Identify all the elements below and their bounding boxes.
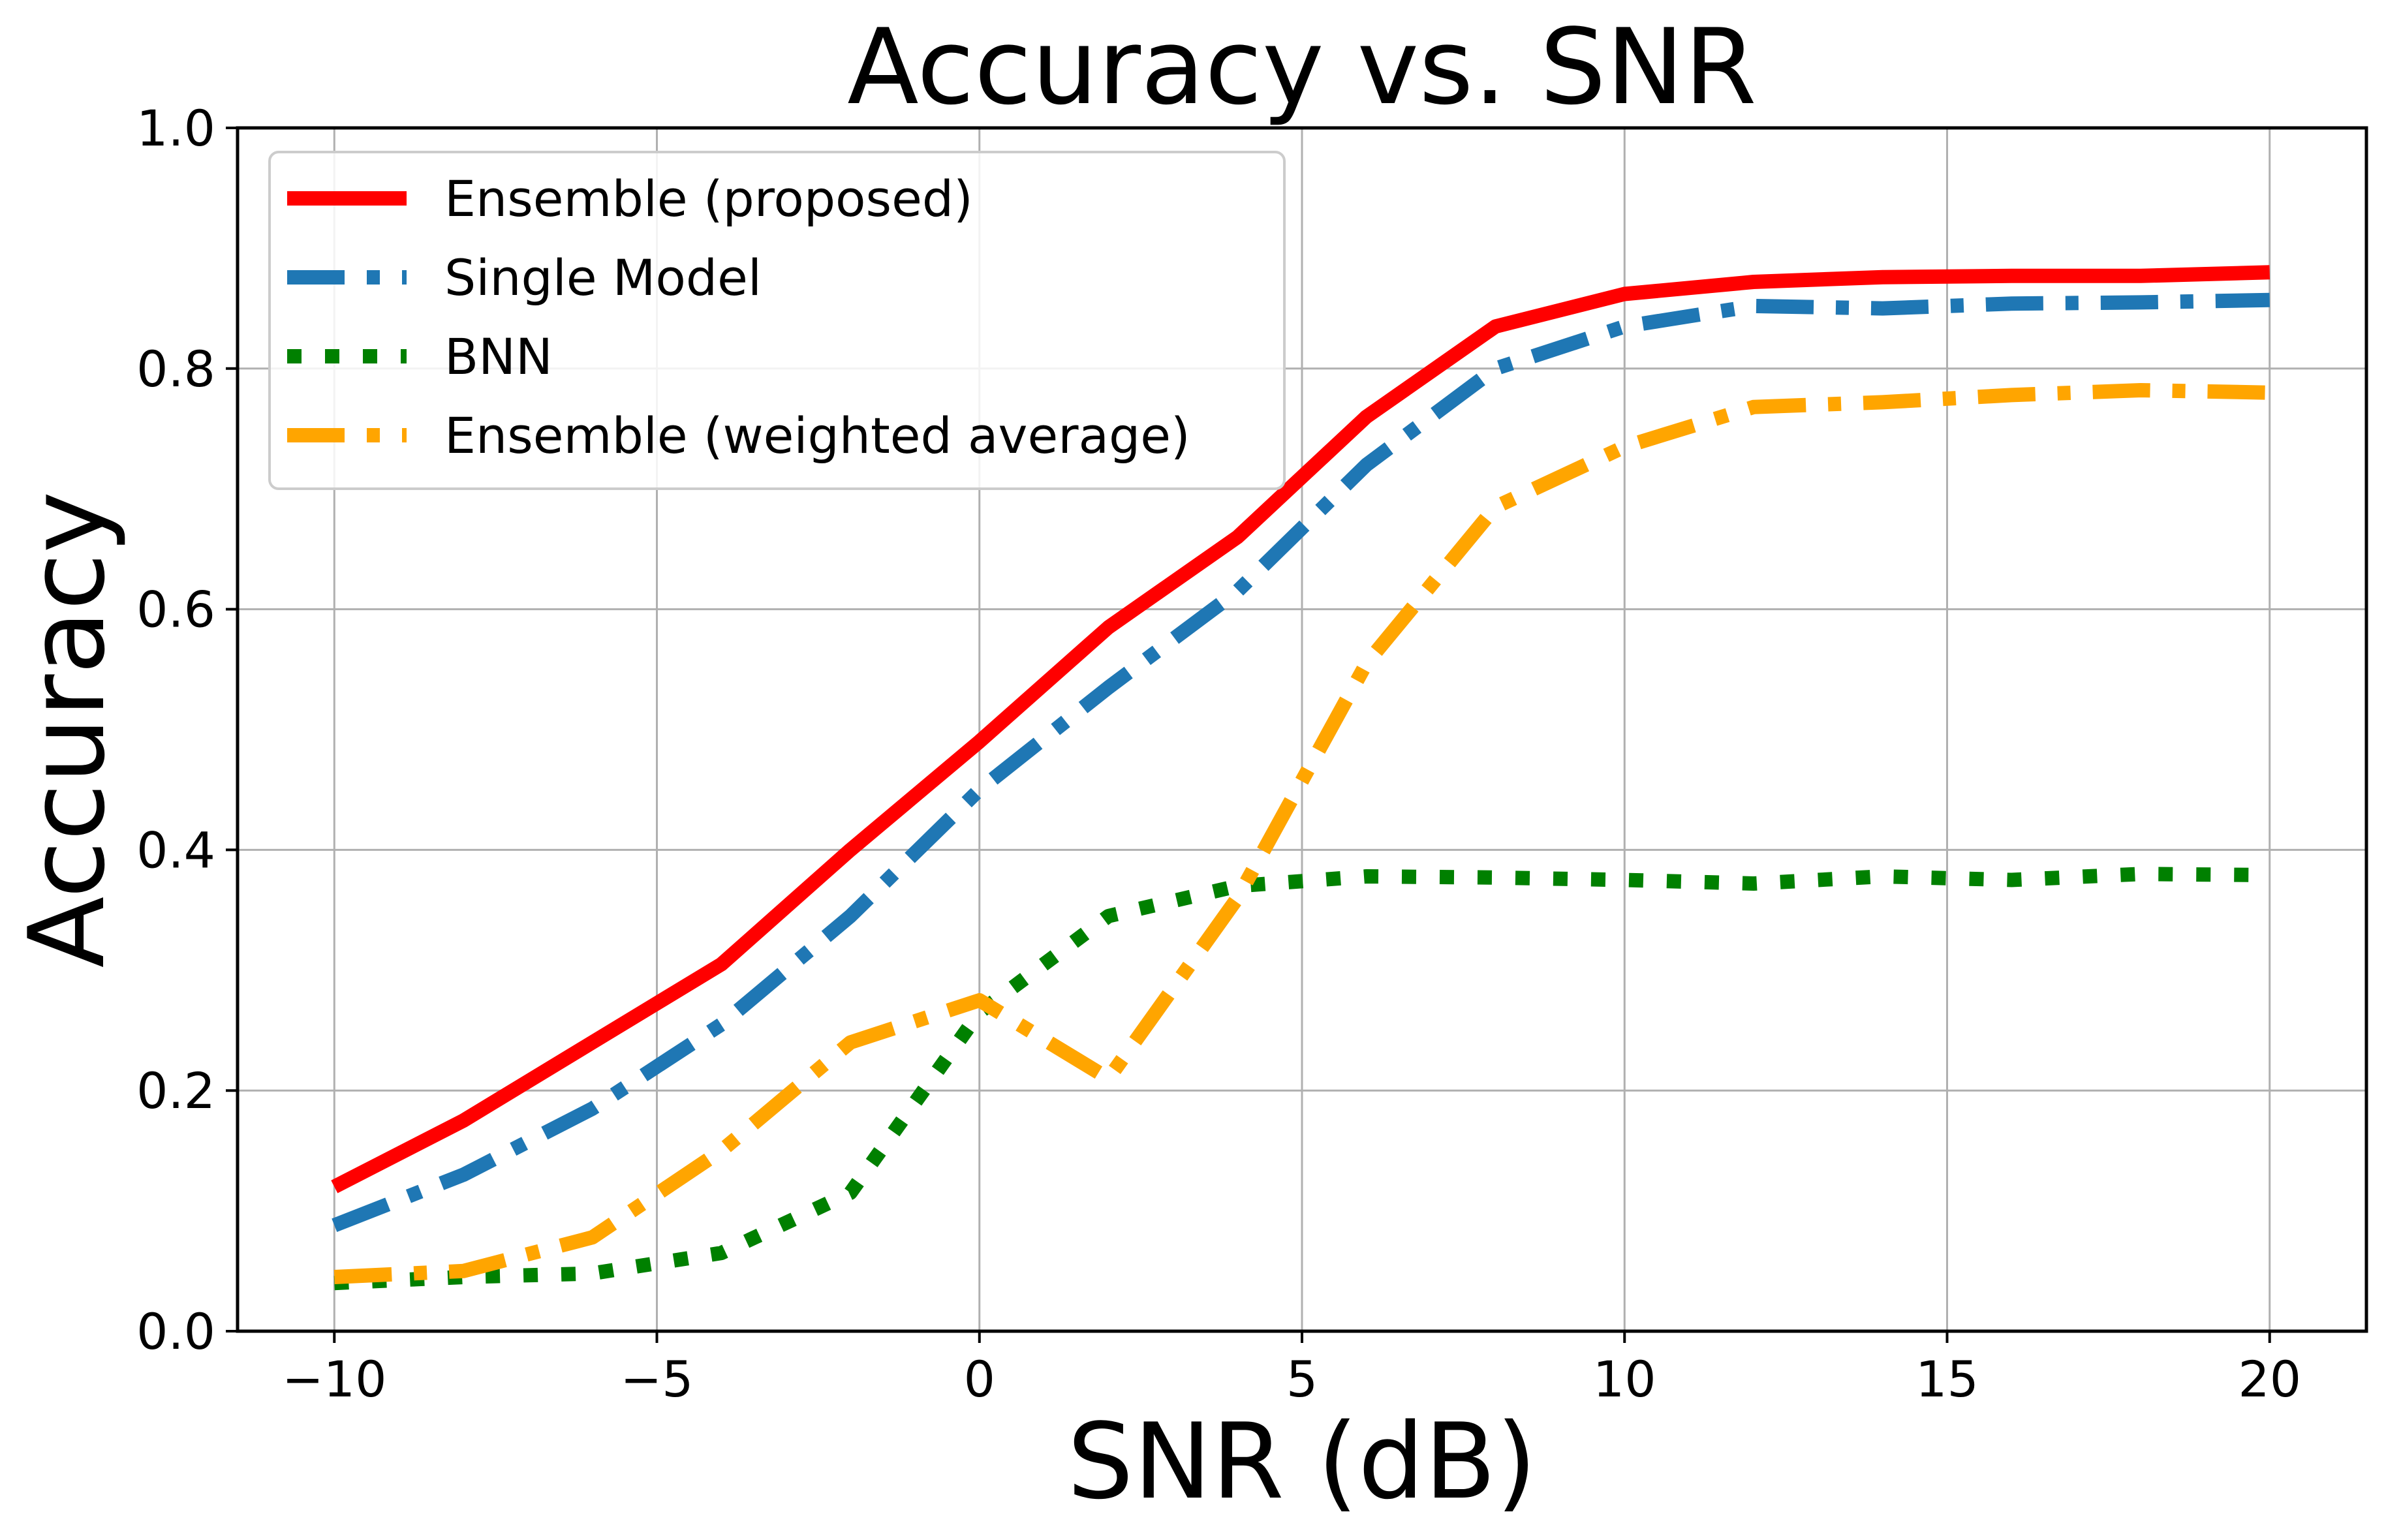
- series-line-1: [331, 265, 2270, 1194]
- chart-title: Accuracy vs. SNR: [847, 6, 1757, 128]
- y-tick-label: 0.4: [136, 821, 215, 879]
- x-tick-label: −5: [620, 1350, 693, 1408]
- x-tick-label: 20: [2238, 1350, 2301, 1408]
- series-lines: [331, 265, 2270, 1291]
- x-axis-label: SNR (dB): [1067, 1400, 1536, 1522]
- x-tick-label: 0: [964, 1350, 995, 1408]
- y-tick-label: 0.6: [136, 581, 215, 639]
- legend-label-2: Single Model: [444, 249, 762, 307]
- series-line-2: [332, 292, 2270, 1232]
- legend-box: [268, 151, 1286, 490]
- y-tick-label: 0.0: [136, 1302, 215, 1361]
- legend-label-3: BNN: [444, 328, 553, 386]
- y-tick-label: 0.8: [136, 340, 215, 398]
- y-tick-label: 1.0: [136, 99, 215, 157]
- x-tick-label: −10: [282, 1350, 386, 1408]
- x-tick-label: 5: [1286, 1350, 1318, 1408]
- series-line-3: [333, 867, 2270, 1291]
- x-tick-label: 15: [1915, 1350, 1979, 1408]
- legend: Ensemble (proposed) Single Model BNN Ensemb…: [268, 151, 1286, 490]
- series-line-4: [333, 383, 2270, 1284]
- x-tick-label: 10: [1593, 1350, 1656, 1408]
- axis-ticks: −10 −5 0 5 10 15 20 0.0 0.2 0.4 0.6 0.8 1.0: [136, 99, 2301, 1408]
- legend-label-1: Ensemble (proposed): [444, 170, 973, 228]
- legend-label-4: Ensemble (weighted average): [444, 407, 1190, 465]
- y-tick-label: 0.2: [136, 1062, 215, 1120]
- y-axis-label: Accuracy: [6, 491, 128, 968]
